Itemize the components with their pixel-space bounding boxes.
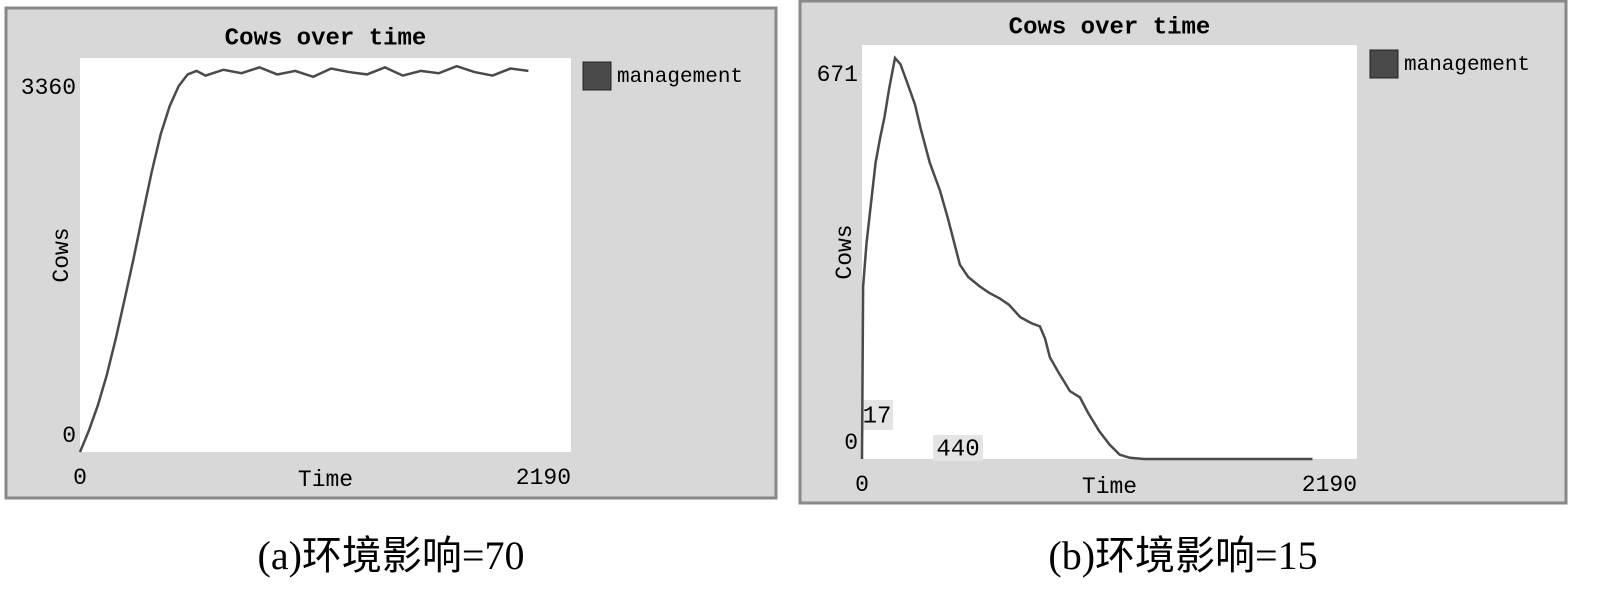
data-line [78,64,529,453]
y-tick-label: 671 [817,62,858,88]
x-tick-label: 0 [855,472,869,498]
x-tick-label: 0 [73,465,87,491]
legend-swatch [582,61,612,91]
y-tick-label: 0 [844,430,858,456]
legend-swatch [1369,49,1399,79]
x-tick-label: 2190 [516,465,571,491]
data-line [860,55,1313,461]
chart-title: Cows over time [1009,14,1211,41]
annotation: 17 [863,403,892,430]
caption: (b)环境影响=15 [1048,533,1317,578]
plot-area [80,58,571,452]
annotation-box [933,435,983,461]
plot-area [862,45,1357,459]
caption: (a)环境影响=70 [258,533,525,578]
legend-label: management [1404,54,1530,77]
y-axis-label: Cows [49,227,75,282]
x-axis-label: Time [298,467,353,493]
annotation: 440 [936,436,979,463]
chart-title: Cows over time [225,25,427,52]
y-tick-label: 3360 [21,75,76,101]
legend-label: management [617,66,743,89]
y-tick-label: 0 [62,423,76,449]
annotation-box [862,400,893,430]
y-axis-label: Cows [832,224,858,279]
x-axis-label: Time [1082,474,1137,500]
x-tick-label: 2190 [1302,472,1357,498]
